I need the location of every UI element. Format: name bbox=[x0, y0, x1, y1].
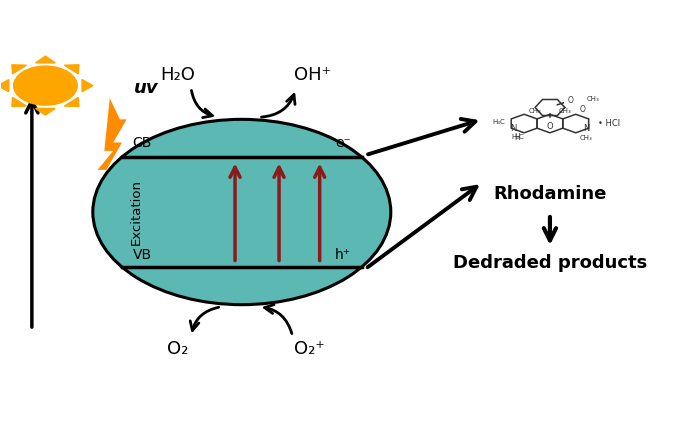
Text: h⁺: h⁺ bbox=[335, 248, 351, 262]
Circle shape bbox=[13, 65, 78, 106]
Text: O₂⁺: O₂⁺ bbox=[294, 340, 325, 358]
Text: • HCl: • HCl bbox=[598, 119, 620, 128]
Text: CH₃: CH₃ bbox=[580, 135, 592, 141]
Text: H₃C: H₃C bbox=[512, 134, 524, 140]
Polygon shape bbox=[35, 109, 55, 115]
Polygon shape bbox=[0, 80, 9, 92]
Text: Rhodamine: Rhodamine bbox=[493, 184, 607, 203]
Text: O: O bbox=[547, 122, 554, 131]
Ellipse shape bbox=[92, 119, 391, 305]
Text: e⁻: e⁻ bbox=[335, 136, 351, 150]
Text: CH₃: CH₃ bbox=[528, 108, 541, 114]
Text: uv: uv bbox=[133, 79, 158, 97]
Text: O: O bbox=[579, 105, 585, 114]
Text: VB: VB bbox=[133, 248, 152, 262]
Text: Excitation: Excitation bbox=[130, 179, 143, 245]
Text: H: H bbox=[514, 133, 520, 142]
Text: N: N bbox=[511, 124, 517, 133]
Text: H₂O: H₂O bbox=[160, 66, 195, 84]
Text: O₂: O₂ bbox=[167, 340, 188, 358]
Text: N: N bbox=[583, 124, 590, 133]
Text: O: O bbox=[567, 96, 573, 105]
Text: Dedraded products: Dedraded products bbox=[453, 254, 647, 272]
Text: CH₃: CH₃ bbox=[586, 96, 599, 102]
Text: CB: CB bbox=[133, 136, 152, 150]
Text: CH₃: CH₃ bbox=[558, 108, 571, 114]
Polygon shape bbox=[65, 98, 79, 106]
Polygon shape bbox=[12, 98, 27, 106]
Polygon shape bbox=[97, 98, 126, 170]
Text: OH⁺: OH⁺ bbox=[294, 66, 331, 84]
Polygon shape bbox=[12, 65, 27, 74]
Text: H₃C: H₃C bbox=[492, 119, 505, 125]
Polygon shape bbox=[35, 56, 55, 63]
Polygon shape bbox=[82, 80, 92, 92]
Polygon shape bbox=[65, 65, 79, 74]
